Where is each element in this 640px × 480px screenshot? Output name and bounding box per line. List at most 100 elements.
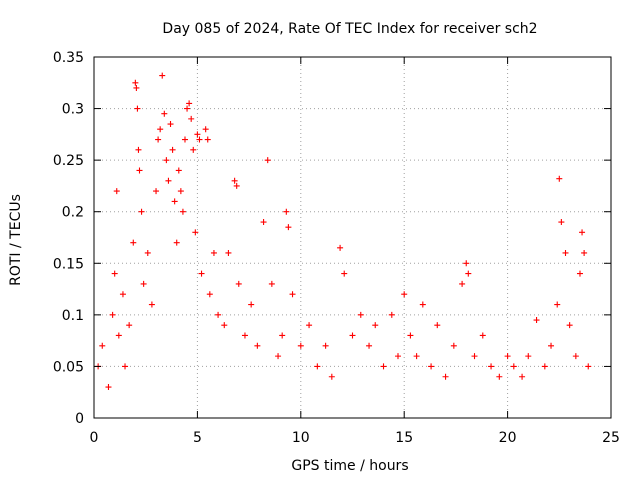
data-point [585,363,592,370]
chart-title: Day 085 of 2024, Rate Of TEC Index for r… [162,21,537,37]
data-point [579,229,586,236]
data-point [132,79,139,86]
data-point [442,373,449,380]
data-point [109,311,116,318]
data-point [519,373,526,380]
data-point [394,353,401,360]
data-point [533,317,540,324]
data-point [465,270,472,277]
x-tick-label: 5 [193,430,202,446]
x-tick-label: 10 [292,430,310,446]
data-point [113,188,120,195]
data-point [297,342,304,349]
data-point [463,260,470,267]
data-point [366,342,373,349]
data-point [119,291,126,298]
data-point [133,84,140,91]
data-point [372,322,379,329]
data-point [115,332,122,339]
data-point [328,373,335,380]
data-point [401,291,408,298]
grid [94,57,611,418]
data-point [337,244,344,251]
y-tick-label: 0.15 [53,256,84,272]
data-point [136,167,143,174]
data-point [285,224,292,231]
data-point [144,249,151,256]
data-point [140,280,147,287]
data-point [215,311,222,318]
data-point [186,100,193,107]
data-point [163,157,170,164]
data-point [322,342,329,349]
x-tick-label: 15 [395,430,413,446]
data-point [175,167,182,174]
data-point [190,146,197,153]
data-point [177,188,184,195]
data-point [171,198,178,205]
data-point [206,291,213,298]
data-point [254,342,261,349]
data-point [122,363,129,370]
data-point [388,311,395,318]
data-point [192,229,199,236]
data-point [99,342,106,349]
x-tick-label: 0 [90,430,99,446]
data-point [488,363,495,370]
data-point [165,177,172,184]
data-point [289,291,296,298]
data-point [148,301,155,308]
data-point [264,157,271,164]
data-point [349,332,356,339]
y-tick-label: 0 [75,411,84,427]
data-point [576,270,583,277]
x-axis-label: GPS time / hours [291,458,408,474]
data-point [525,353,532,360]
data-point [248,301,255,308]
y-tick-label: 0.1 [62,308,84,324]
y-tick-label: 0.25 [53,153,84,169]
data-point [581,249,588,256]
data-point [233,182,240,189]
y-tick-label: 0.3 [62,102,84,118]
data-point [341,270,348,277]
data-point [428,363,435,370]
data-point [202,126,209,133]
data-point [155,136,162,143]
y-tick-label: 0.05 [53,359,84,375]
x-tick-label: 20 [499,430,517,446]
data-point [153,188,160,195]
data-point [196,136,203,143]
data-point [283,208,290,215]
data-point [572,353,579,360]
data-point [198,270,205,277]
data-point [504,353,511,360]
data-point [111,270,118,277]
data-point [459,280,466,287]
data-point [188,115,195,122]
data-point [268,280,275,287]
data-point [161,110,168,117]
data-point [562,249,569,256]
data-point [157,126,164,133]
data-point [471,353,478,360]
data-point [413,353,420,360]
data-point [419,301,426,308]
data-point [548,342,555,349]
data-point [225,249,232,256]
data-point [541,363,548,370]
data-point [159,72,166,79]
data-point [194,131,201,138]
data-point [231,177,238,184]
data-point [558,219,565,226]
data-point [134,105,141,112]
data-point [184,105,191,112]
data-point [105,384,112,391]
data-point [169,146,176,153]
data-point [357,311,364,318]
data-point [479,332,486,339]
data-point [279,332,286,339]
data-point [380,363,387,370]
y-tick-label: 0.2 [62,205,84,221]
data-point [210,249,217,256]
